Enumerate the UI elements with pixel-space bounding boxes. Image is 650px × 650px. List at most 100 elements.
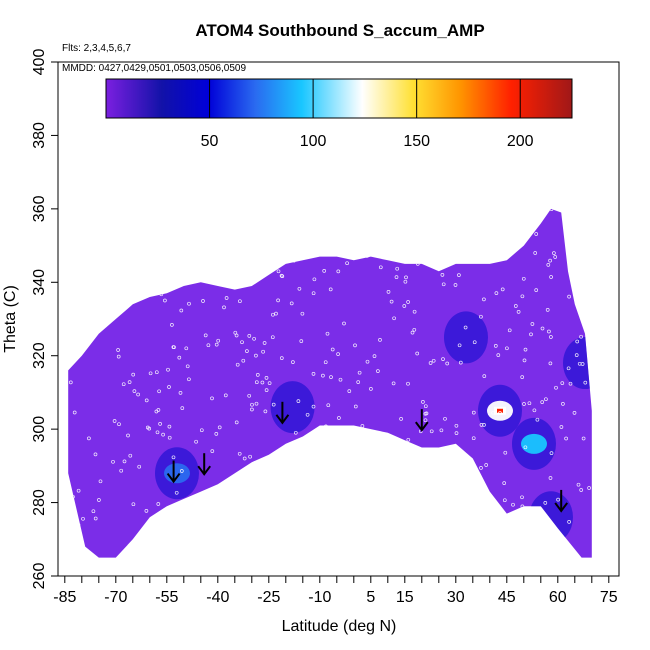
arrow-head (415, 421, 429, 432)
sample-point (177, 355, 182, 360)
sample-point (522, 358, 527, 363)
arrow-head (275, 414, 290, 425)
sample-point (412, 309, 417, 314)
sample-point (78, 314, 83, 318)
sample-point (76, 488, 81, 493)
sample-point (353, 343, 357, 348)
sample-point (540, 326, 545, 331)
sample-point (163, 298, 167, 303)
sample-point (131, 502, 136, 507)
sample-point (192, 554, 197, 558)
sample-point (300, 248, 305, 252)
sample-point (262, 341, 267, 345)
colorbar-tick-label: 100 (300, 133, 327, 150)
sample-point (171, 455, 176, 460)
sample-point (379, 490, 384, 494)
sample-point (125, 260, 129, 265)
sample-point (585, 318, 589, 323)
x-tick-label: -10 (308, 589, 331, 606)
sample-point (87, 436, 91, 441)
sample-point (412, 327, 417, 332)
sample-point (270, 461, 275, 466)
sample-point (125, 286, 130, 291)
sample-point (337, 416, 341, 420)
heatmap-field (68, 208, 592, 558)
sample-point (535, 417, 540, 422)
sample-point (224, 296, 229, 300)
y-tick-label: 300 (31, 416, 48, 443)
sample-point (441, 282, 446, 287)
sample-point (323, 360, 328, 365)
sample-point (270, 335, 275, 340)
sample-point (178, 239, 182, 244)
sample-point (242, 456, 247, 461)
sample-point (482, 297, 486, 302)
sample-point (523, 347, 528, 352)
sample-point (365, 254, 369, 258)
sample-point (238, 299, 242, 304)
sample-point (167, 515, 172, 520)
sample-point (233, 330, 238, 335)
sample-point (532, 408, 537, 413)
sample-point (271, 402, 276, 407)
x-tick-label: -55 (155, 589, 178, 606)
sample-point (132, 389, 137, 393)
sample-point (405, 505, 410, 509)
x-tick-label: 15 (396, 589, 414, 606)
sample-point (446, 446, 451, 451)
sample-point (255, 473, 260, 478)
sample-point (549, 335, 553, 339)
sample-point (149, 222, 154, 226)
sample-point (240, 340, 244, 345)
sample-point (583, 380, 588, 385)
hotspot-max (497, 408, 503, 413)
sample-point (496, 554, 501, 558)
sample-point (554, 385, 558, 390)
sample-point (229, 254, 234, 259)
sample-point (353, 404, 358, 409)
sample-point (395, 467, 400, 471)
sample-point (214, 342, 219, 347)
sample-point (117, 306, 122, 311)
sample-point (98, 479, 103, 484)
sample-point (376, 369, 380, 373)
sample-point (440, 273, 445, 277)
sample-point (383, 452, 388, 457)
sample-point (464, 460, 469, 465)
sample-point (471, 410, 476, 415)
sample-point (276, 298, 280, 303)
sample-point (392, 453, 397, 458)
sample-point (533, 529, 538, 533)
sample-point (556, 497, 560, 502)
sample-point (222, 305, 226, 310)
sample-point (145, 425, 150, 430)
sample-point (255, 373, 260, 377)
sample-point (445, 208, 449, 213)
arrow-head (554, 502, 568, 513)
x-tick-label: -25 (257, 589, 280, 606)
sample-point (75, 536, 80, 540)
sample-point (247, 334, 252, 338)
sample-point (216, 338, 221, 343)
sample-point (198, 493, 203, 497)
sample-point (587, 486, 591, 490)
sample-point (589, 340, 592, 345)
x-tick-label: 30 (447, 589, 465, 606)
sample-point (389, 537, 394, 541)
sample-point (458, 360, 463, 365)
sample-point (129, 212, 134, 217)
x-tick-label: 75 (600, 589, 618, 606)
x-axis-label: Latitude (deg N) (282, 618, 397, 635)
sample-point (81, 331, 86, 336)
sample-point (572, 256, 576, 261)
sample-point (325, 547, 330, 552)
sample-point (167, 385, 171, 389)
x-axis: -85 -70 -55 -40 -25 -10 5 15 30 45 60 75 (53, 576, 618, 606)
sample-point (548, 258, 552, 263)
sample-point (142, 532, 146, 537)
sample-point (394, 275, 399, 279)
sample-point (575, 339, 580, 344)
sample-point (520, 495, 524, 500)
sample-point (287, 511, 291, 516)
sample-point (278, 253, 283, 257)
